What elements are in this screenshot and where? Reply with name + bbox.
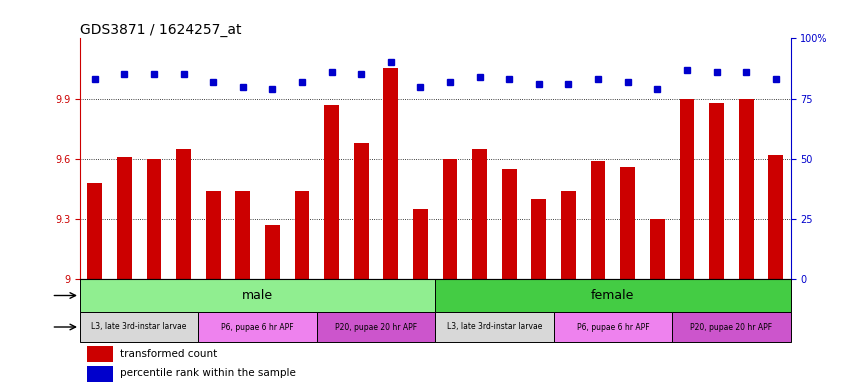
- Bar: [265, 225, 280, 279]
- Bar: [317, 312, 436, 342]
- Bar: [324, 104, 339, 279]
- Bar: [621, 167, 635, 279]
- Bar: [87, 346, 113, 362]
- Text: percentile rank within the sample: percentile rank within the sample: [120, 369, 296, 379]
- Bar: [117, 157, 132, 279]
- Bar: [553, 312, 672, 342]
- Text: P6, pupae 6 hr APF: P6, pupae 6 hr APF: [221, 323, 294, 331]
- Bar: [146, 159, 161, 279]
- Bar: [235, 191, 250, 279]
- Bar: [80, 279, 436, 312]
- Text: GDS3871 / 1624257_at: GDS3871 / 1624257_at: [80, 23, 241, 37]
- Bar: [206, 191, 220, 279]
- Text: L3, late 3rd-instar larvae: L3, late 3rd-instar larvae: [447, 323, 542, 331]
- Text: P20, pupae 20 hr APF: P20, pupae 20 hr APF: [690, 323, 772, 331]
- Bar: [473, 149, 487, 279]
- Bar: [294, 191, 309, 279]
- Bar: [561, 191, 576, 279]
- Text: P20, pupae 20 hr APF: P20, pupae 20 hr APF: [335, 323, 417, 331]
- Bar: [80, 312, 198, 342]
- Bar: [354, 143, 368, 279]
- Bar: [436, 312, 553, 342]
- Bar: [198, 312, 317, 342]
- Text: L3, late 3rd-instar larvae: L3, late 3rd-instar larvae: [92, 323, 187, 331]
- Bar: [738, 99, 754, 279]
- Bar: [650, 219, 664, 279]
- Text: female: female: [591, 289, 635, 302]
- Bar: [672, 312, 791, 342]
- Text: male: male: [242, 289, 273, 302]
- Bar: [442, 159, 458, 279]
- Bar: [413, 209, 428, 279]
- Bar: [87, 366, 113, 382]
- Bar: [709, 103, 724, 279]
- Bar: [769, 155, 783, 279]
- Bar: [436, 279, 791, 312]
- Bar: [383, 68, 398, 279]
- Bar: [502, 169, 516, 279]
- Bar: [532, 199, 547, 279]
- Text: transformed count: transformed count: [120, 349, 217, 359]
- Bar: [590, 161, 606, 279]
- Bar: [176, 149, 191, 279]
- Bar: [680, 99, 695, 279]
- Text: P6, pupae 6 hr APF: P6, pupae 6 hr APF: [577, 323, 649, 331]
- Bar: [87, 183, 102, 279]
